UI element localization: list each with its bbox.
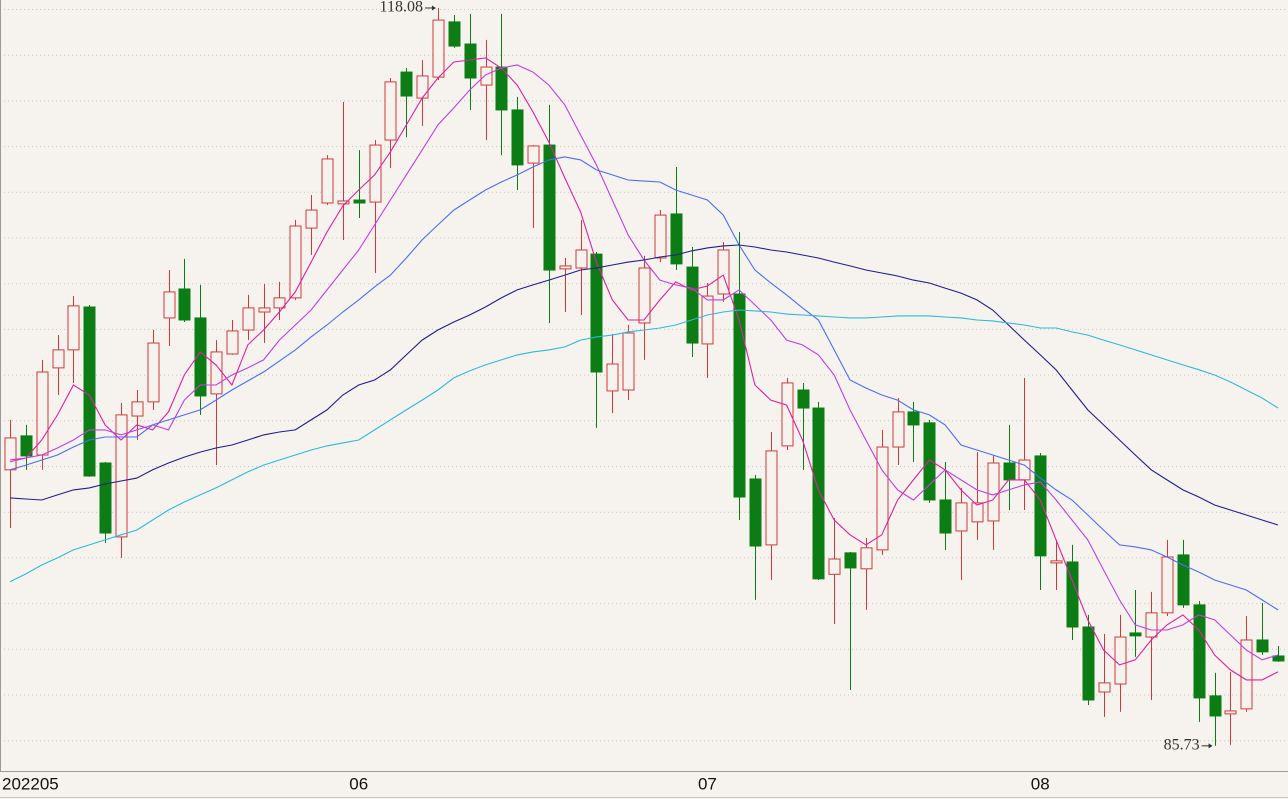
ma-line (9, 244, 1279, 526)
candle-body (83, 306, 96, 477)
candle-body (670, 213, 683, 265)
candle-body (1114, 636, 1127, 685)
candle-body (20, 435, 33, 457)
moving-averages (9, 57, 1279, 681)
ma-line (9, 57, 1279, 681)
candle-body (559, 265, 572, 270)
candle-body (353, 199, 366, 204)
candle-body (1082, 626, 1095, 701)
candle-body (99, 462, 112, 534)
candle-body (321, 158, 334, 204)
candle-body (511, 109, 524, 166)
candle-body (654, 214, 667, 259)
candle-body (892, 411, 905, 448)
x-tick-label: 07 (698, 774, 717, 793)
candle-body (1193, 604, 1206, 699)
candle-body (163, 291, 176, 319)
candle-body (1129, 632, 1142, 637)
candle-body (797, 389, 810, 409)
candle-body (448, 21, 461, 47)
candle-body (242, 307, 255, 331)
candle-body (1018, 459, 1031, 481)
candle-body (480, 66, 493, 86)
candle-body (147, 342, 160, 403)
candle-body (1145, 612, 1158, 638)
candle-body (686, 266, 699, 344)
candle-body (923, 422, 936, 501)
candle-body (1240, 639, 1253, 710)
candle-body (384, 81, 397, 141)
candle-body (289, 225, 302, 299)
candle-body (749, 478, 762, 547)
candle-body (1161, 556, 1174, 614)
candle-body (622, 332, 635, 391)
ma-line (9, 156, 1279, 611)
candle-body (1209, 695, 1222, 717)
candle-body (987, 462, 1000, 522)
candle-body (606, 363, 619, 392)
candle-body (1256, 639, 1269, 653)
candle-body (495, 66, 508, 111)
candle-body (638, 267, 651, 324)
candle-body (464, 43, 477, 79)
candle-body (1177, 554, 1190, 606)
extreme-label: 118.08 (380, 0, 423, 16)
candle-body (733, 293, 746, 498)
candle-body (337, 200, 350, 205)
candle-body (765, 450, 778, 546)
candle-body (178, 288, 191, 321)
candle-body (416, 75, 429, 99)
candle-body (400, 71, 413, 97)
candle-body (812, 407, 825, 580)
x-tick-label: 06 (349, 774, 368, 793)
candle-body (4, 437, 17, 471)
candle-body (701, 295, 714, 345)
candle-body (860, 547, 873, 570)
annotation-arrowhead (431, 5, 436, 11)
candle-body (115, 414, 128, 538)
candle-body (955, 502, 968, 532)
x-tick-label: 08 (1031, 774, 1050, 793)
candle-body (1272, 655, 1285, 662)
candle-body (543, 144, 556, 271)
candle-body (52, 349, 65, 369)
candle-body (305, 209, 318, 229)
candle-body (939, 499, 952, 534)
candle-body (828, 558, 841, 575)
candle-body (36, 371, 49, 456)
candle-body (971, 502, 984, 523)
candle-body (907, 411, 920, 426)
candle-body (67, 305, 80, 351)
candle-body (258, 307, 271, 313)
annotation-arrowhead (1208, 743, 1213, 749)
candle-body (210, 351, 223, 395)
ma-line (9, 309, 1279, 583)
extreme-label: 85.73 (1164, 736, 1200, 753)
candle-body (781, 382, 794, 447)
x-tick-label: 202205 (2, 774, 59, 793)
candle-body (432, 19, 445, 78)
candle-body (1224, 710, 1237, 715)
candle-body (527, 145, 540, 164)
candle-body (876, 446, 889, 551)
candles (4, 7, 1285, 746)
candle-body (717, 249, 730, 295)
candle-body (844, 552, 857, 569)
candle-body (273, 297, 286, 309)
candle-body (1098, 682, 1111, 693)
candle-body (131, 401, 144, 417)
candle-body (1050, 560, 1063, 564)
labels: 202205 06 07 08 118.08 85.73 (2, 0, 1213, 793)
candle-body (1003, 462, 1016, 481)
candle-body (590, 253, 603, 373)
candle-body (226, 330, 239, 355)
candle-body (575, 249, 588, 269)
candle-body (1034, 455, 1047, 557)
